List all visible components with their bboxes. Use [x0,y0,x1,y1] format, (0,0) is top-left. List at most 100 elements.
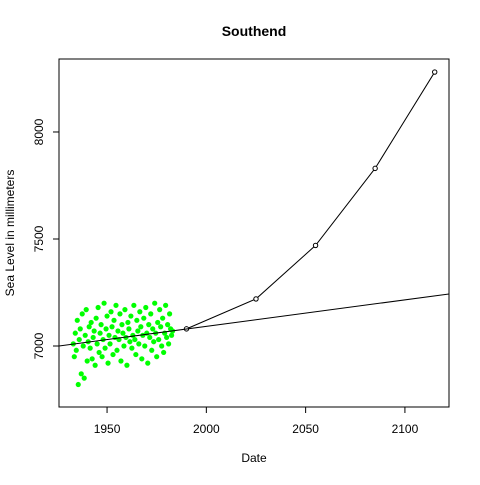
data-point [146,322,152,328]
data-point [84,358,90,364]
trend-line [59,293,449,347]
data-point [96,349,102,356]
data-point [141,315,147,321]
data-point [151,339,157,345]
data-point [91,328,97,334]
data-point [106,332,112,338]
data-point [93,315,99,321]
data-point [121,343,127,349]
data-point [135,328,141,334]
data-point [138,324,144,330]
data-point [126,326,132,332]
line-marker [253,296,259,302]
data-point [157,307,163,313]
x-tick-label: 2000 [193,422,220,436]
data-point [105,360,111,366]
y-tick-label: 7000 [32,332,46,359]
x-tick-label: 2050 [292,422,319,436]
data-point [125,319,131,326]
data-point [95,304,101,311]
data-point [148,311,154,317]
data-point [75,381,81,388]
data-point [122,307,128,313]
data-point [104,313,110,319]
line-marker [432,69,438,75]
data-point [90,334,96,341]
data-point [87,345,93,351]
data-point [118,358,124,364]
data-point [103,326,109,332]
data-point [98,322,104,328]
data-point [120,330,126,336]
data-point [83,307,89,313]
data-point [139,356,145,362]
data-point [99,354,105,360]
data-point [163,302,169,308]
data-point [72,330,78,336]
data-point [100,336,106,343]
data-point [108,309,114,315]
data-point [134,317,140,323]
data-point [80,343,86,349]
data-point [74,317,80,323]
data-point [150,326,156,332]
data-point [154,354,160,360]
data-point [113,302,119,308]
data-point [92,362,98,368]
data-point [152,300,158,306]
data-point [110,351,116,358]
x-tick-label: 2100 [392,422,419,436]
data-point [86,324,92,330]
data-point [82,332,88,338]
data-point [124,362,130,368]
data-point [102,345,108,351]
data-point [77,326,83,332]
x-tick-label: 1950 [94,422,121,436]
data-point [131,302,137,308]
data-point [133,351,139,358]
data-point [94,341,100,347]
data-point [142,343,148,349]
data-point [158,324,164,330]
data-point [166,341,172,347]
data-point [155,319,161,326]
data-point [159,343,165,349]
data-point [73,347,79,353]
data-point [127,339,133,345]
data-point [167,311,173,317]
plot-box [58,58,450,408]
data-point [161,349,167,356]
y-tick-label: 7500 [32,225,46,252]
data-point [149,347,155,353]
data-point [76,336,82,343]
data-point [128,313,134,319]
y-axis-label: Sea Level in millimeters [3,170,17,297]
data-point [132,336,138,343]
data-point [143,304,149,311]
data-point [78,371,84,377]
data-point [71,354,77,360]
data-point [165,322,171,328]
data-point [117,311,123,317]
data-point [147,334,153,341]
data-point [109,324,115,330]
y-tick-label: 8000 [32,118,46,145]
data-point [89,356,95,362]
data-point [168,332,175,338]
data-point [101,300,107,306]
data-point [156,336,162,343]
data-point [136,341,142,347]
data-point [137,309,143,315]
data-point [129,345,135,351]
data-point [119,322,125,328]
data-point [164,334,170,341]
data-point [81,375,87,381]
data-point [115,328,121,334]
chart-title: Southend [222,23,287,39]
data-point [160,315,166,321]
data-point [79,311,85,317]
data-point [97,330,103,336]
data-point [88,319,94,326]
data-point [145,360,151,366]
